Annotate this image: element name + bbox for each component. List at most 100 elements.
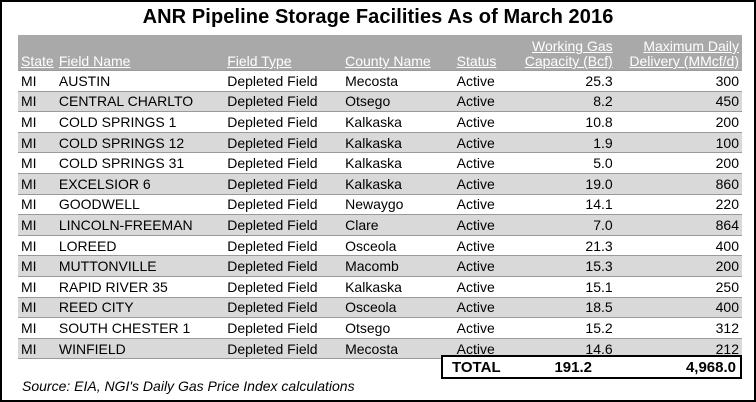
cell-status: Active <box>453 214 519 236</box>
header-field-type: Field Type <box>227 53 292 69</box>
cell-county: Kalkaska <box>342 131 454 154</box>
header-field-name: Field Name <box>58 53 131 69</box>
cell-county: Newaygo <box>342 193 454 216</box>
cell-field-type: Depleted Field <box>224 337 343 360</box>
storage-table: State Field Name Field Type County Name … <box>18 35 742 360</box>
cell-capacity: 15.1 <box>518 275 616 298</box>
total-capacity: 191.2 <box>554 359 592 376</box>
cell-county: Osceola <box>342 296 454 319</box>
cell-field-type: Depleted Field <box>224 111 343 133</box>
cell-field-name: COLD SPRINGS 1 <box>55 111 225 133</box>
cell-state: MI <box>18 90 56 113</box>
cell-field-type: Depleted Field <box>224 172 343 195</box>
cell-state: MI <box>18 296 56 319</box>
cell-field-name: MUTTONVILLE <box>55 255 225 277</box>
table-row: MI RAPID RIVER 35 Depleted Field Kalkaska Ac… <box>18 275 742 298</box>
cell-capacity: 18.5 <box>518 296 616 319</box>
cell-state: MI <box>18 131 56 154</box>
table-row: MI COLD SPRINGS 12 Depleted Field Kalkaska A… <box>18 131 742 154</box>
cell-field-name: LOREED <box>55 234 225 257</box>
total-delivery: 4,968.0 <box>685 359 736 376</box>
cell-delivery: 312 <box>615 317 742 339</box>
header-delivery-line2: Delivery (MMcf/d) <box>629 53 739 69</box>
cell-capacity: 8.2 <box>518 90 616 113</box>
cell-delivery: 860 <box>615 172 742 195</box>
table-row: MI WINFIELD Depleted Field Mecosta Active 14.… <box>18 337 742 360</box>
cell-field-type: Depleted Field <box>224 90 343 113</box>
table-row: MI REED CITY Depleted Field Osceola Active 18… <box>18 296 742 319</box>
table-row: MI CENTRAL CHARLTO Depleted Field Otsego Act… <box>18 90 742 113</box>
cell-field-type: Depleted Field <box>224 275 343 298</box>
cell-county: Osceola <box>342 234 454 257</box>
cell-capacity: 14.1 <box>518 193 616 216</box>
cell-capacity: 19.0 <box>518 172 616 195</box>
cell-county: Clare <box>342 214 454 236</box>
cell-field-name: SOUTH CHESTER 1 <box>55 317 225 339</box>
cell-county: Mecosta <box>342 337 454 360</box>
cell-delivery: 864 <box>615 214 742 236</box>
cell-delivery: 200 <box>615 255 742 277</box>
cell-delivery: 220 <box>615 193 742 216</box>
source-note: Source: EIA, NGI's Daily Gas Price Index… <box>22 378 355 394</box>
page-title: ANR Pipeline Storage Facilities As of Ma… <box>142 6 614 28</box>
cell-field-name: EXCELSIOR 6 <box>55 172 225 195</box>
cell-state: MI <box>18 214 56 236</box>
cell-status: Active <box>453 296 519 319</box>
cell-field-name: CENTRAL CHARLTO <box>55 90 225 113</box>
header-status: Status <box>456 53 497 69</box>
cell-delivery: 100 <box>615 131 742 154</box>
cell-county: Kalkaska <box>342 111 454 133</box>
cell-state: MI <box>18 111 56 133</box>
cell-status: Active <box>453 275 519 298</box>
header-delivery: Maximum Daily Delivery (MMcf/d) <box>616 35 742 71</box>
cell-capacity: 15.2 <box>518 317 616 339</box>
cell-capacity: 1.9 <box>518 131 616 154</box>
total-label: TOTAL <box>452 359 501 376</box>
total-row: TOTAL 191.2 4,968.0 <box>441 355 742 379</box>
cell-state: MI <box>18 275 56 298</box>
cell-state: MI <box>18 193 56 216</box>
table-row: MI COLD SPRINGS 31 Depleted Field Kalkaska A… <box>18 152 742 174</box>
header-capacity: Working Gas Capacity (Bcf) <box>519 35 616 71</box>
cell-county: Otsego <box>342 317 454 339</box>
cell-state: MI <box>18 234 56 257</box>
cell-status: Active <box>453 70 519 92</box>
cell-capacity: 15.3 <box>518 255 616 277</box>
cell-capacity: 25.3 <box>518 70 616 92</box>
cell-field-name: REED CITY <box>55 296 225 319</box>
table-row: MI LINCOLN-FREEMAN Depleted Field Clare Acti… <box>18 214 742 236</box>
cell-field-type: Depleted Field <box>224 70 343 92</box>
cell-county: Kalkaska <box>342 275 454 298</box>
cell-capacity: 7.0 <box>518 214 616 236</box>
cell-field-name: AUSTIN <box>55 70 225 92</box>
cell-field-name: LINCOLN-FREEMAN <box>55 214 225 236</box>
cell-county: Mecosta <box>342 70 454 92</box>
cell-county: Otsego <box>342 90 454 113</box>
header-delivery-line1: Maximum Daily <box>643 38 739 54</box>
cell-field-name: RAPID RIVER 35 <box>55 275 225 298</box>
cell-capacity: 5.0 <box>518 152 616 174</box>
cell-field-type: Depleted Field <box>224 317 343 339</box>
cell-status: Active <box>453 337 519 360</box>
cell-field-type: Depleted Field <box>224 214 343 236</box>
cell-state: MI <box>18 255 56 277</box>
cell-field-type: Depleted Field <box>224 234 343 257</box>
cell-state: MI <box>18 317 56 339</box>
cell-delivery: 400 <box>615 296 742 319</box>
cell-status: Active <box>453 111 519 133</box>
cell-status: Active <box>453 90 519 113</box>
cell-field-name: WINFIELD <box>55 337 225 360</box>
table-row: MI GOODWELL Depleted Field Newaygo Active 14.… <box>18 193 742 216</box>
cell-status: Active <box>453 317 519 339</box>
cell-status: Active <box>453 152 519 174</box>
cell-field-type: Depleted Field <box>224 131 343 154</box>
cell-capacity: 10.8 <box>518 111 616 133</box>
cell-field-name: COLD SPRINGS 12 <box>55 131 225 154</box>
table-row: MI EXCELSIOR 6 Depleted Field Kalkaska Activ… <box>18 172 742 195</box>
cell-field-name: GOODWELL <box>55 193 225 216</box>
table-body: MI AUSTIN Depleted Field Mecosta Active 25.3 3… <box>18 70 742 360</box>
table-row: MI LOREED Depleted Field Osceola Active 21.3 4… <box>18 234 742 257</box>
cell-field-type: Depleted Field <box>224 255 343 277</box>
header-capacity-line1: Working Gas <box>532 38 613 54</box>
